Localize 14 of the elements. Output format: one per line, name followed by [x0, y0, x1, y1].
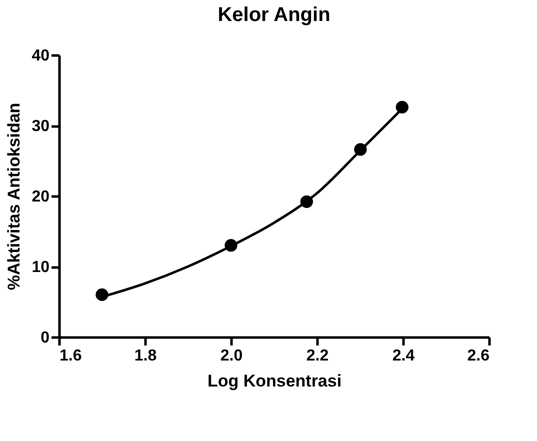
y-tick-label: 0	[40, 330, 50, 346]
x-tick-label: 2.6	[467, 348, 490, 364]
y-tick-label: 40	[32, 48, 50, 64]
x-tick-label: 2.4	[392, 348, 415, 364]
y-tick-label: 10	[32, 259, 50, 276]
x-tick-label: 1.6	[60, 348, 82, 364]
y-tick-label: 20	[32, 188, 50, 206]
x-axis-title: Log Konsentrasi	[207, 372, 342, 390]
x-tick-label: 2.0	[220, 348, 243, 364]
chart-title: Kelor Angin	[218, 4, 330, 26]
x-tick-label: 1.8	[134, 348, 157, 364]
y-axis-title: %Aktivitas Antioksidan	[4, 102, 24, 290]
y-tick-label: 30	[32, 118, 50, 135]
x-tick-label: 2.2	[306, 348, 329, 364]
